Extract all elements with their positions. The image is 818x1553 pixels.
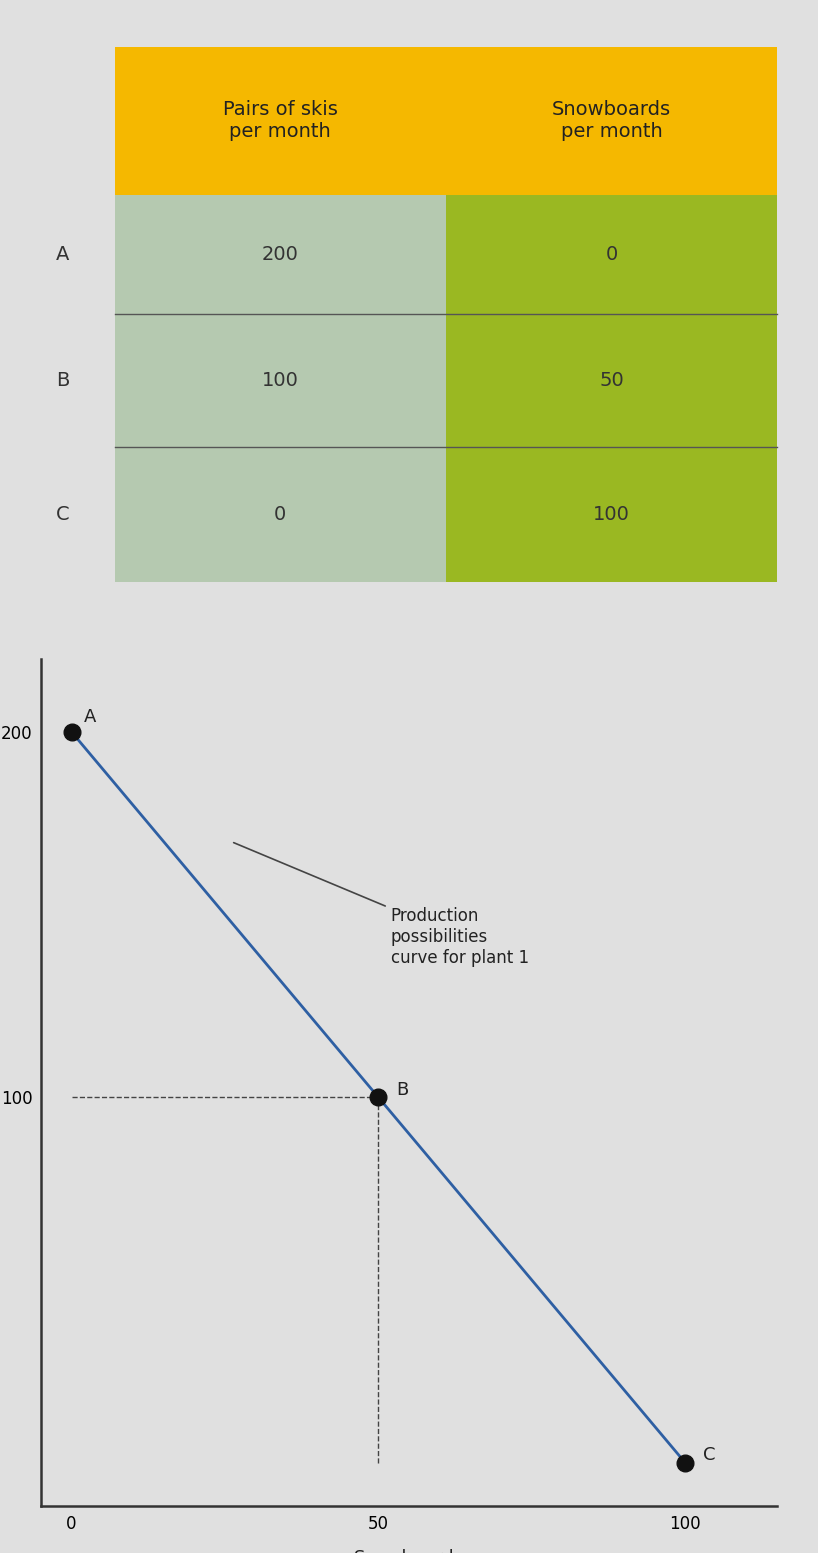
Text: Snowboards
per month: Snowboards per month [552, 101, 671, 141]
Bar [115, 47, 777, 196]
Point [65, 719, 79, 744]
Text: B: B [397, 1081, 409, 1100]
Text: 50: 50 [599, 371, 624, 390]
Text: C: C [703, 1446, 716, 1464]
Bar [446, 196, 777, 314]
Bar [115, 314, 446, 447]
Text: 200: 200 [262, 245, 299, 264]
Text: 100: 100 [262, 371, 299, 390]
Bar [446, 447, 777, 581]
Text: A: A [56, 245, 70, 264]
Text: 100: 100 [593, 505, 630, 523]
Text: 0: 0 [274, 505, 286, 523]
X-axis label: Snowboards
per month: Snowboards per month [354, 1550, 464, 1553]
Bar [115, 447, 446, 581]
Text: A: A [83, 708, 97, 727]
Point [679, 1451, 692, 1475]
Point [371, 1086, 384, 1110]
Text: Pairs of skis
per month: Pairs of skis per month [222, 101, 338, 141]
Text: C: C [56, 505, 70, 523]
Bar [446, 314, 777, 447]
Text: Production
possibilities
curve for plant 1: Production possibilities curve for plant… [234, 843, 528, 968]
Text: 0: 0 [605, 245, 618, 264]
Bar [115, 196, 446, 314]
Text: B: B [56, 371, 70, 390]
